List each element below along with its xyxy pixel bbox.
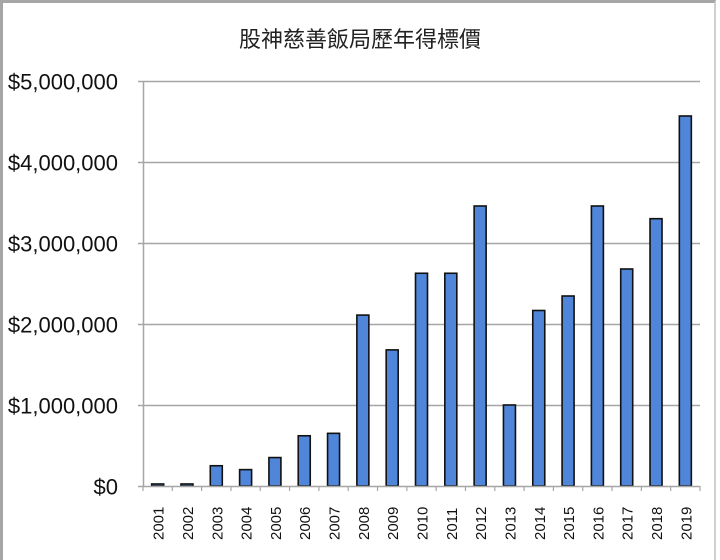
bar-2016 bbox=[590, 205, 605, 487]
bar-2002 bbox=[180, 483, 194, 487]
x-tick-label: 2004 bbox=[239, 507, 256, 540]
bar-2003 bbox=[209, 464, 224, 487]
x-tick-label: 2005 bbox=[268, 507, 285, 540]
x-tick-label: 2001 bbox=[151, 507, 168, 540]
bar-2009 bbox=[385, 349, 399, 487]
y-tick-label: $0 bbox=[94, 475, 118, 500]
bar-chart: $0 $1,000,000 $2,000,000 $3,000,000 $4,000,0… bbox=[8, 70, 701, 540]
bar-2008 bbox=[356, 314, 370, 487]
x-tick-label: 2013 bbox=[502, 507, 519, 540]
x-tick-label: 2016 bbox=[590, 507, 607, 540]
bar-2018 bbox=[649, 217, 663, 487]
x-tick-label: 2009 bbox=[385, 507, 402, 540]
x-tick-label: 2015 bbox=[561, 507, 578, 540]
y-tick-label: $2,000,000 bbox=[8, 313, 118, 338]
chart-title: 股神慈善飯局歷年得標價 bbox=[238, 28, 481, 53]
x-tick-label: 2002 bbox=[180, 507, 197, 540]
x-tick-label: 2011 bbox=[444, 508, 461, 540]
y-tick-label: $5,000,000 bbox=[8, 70, 118, 95]
y-tick-label: $1,000,000 bbox=[8, 394, 118, 419]
x-tick-label: 2003 bbox=[209, 507, 226, 540]
x-tick-label: 2019 bbox=[678, 507, 695, 540]
y-tick-label: $4,000,000 bbox=[8, 151, 118, 176]
x-tick-label: 2007 bbox=[327, 507, 344, 540]
x-tick-label: 2017 bbox=[620, 507, 637, 540]
x-tick-label: 2014 bbox=[532, 507, 549, 540]
bar-2017 bbox=[619, 268, 634, 487]
bar-2011 bbox=[444, 272, 458, 487]
bar-2007 bbox=[326, 432, 341, 487]
bar-2015 bbox=[561, 295, 575, 487]
x-tick-label: 2010 bbox=[415, 507, 432, 540]
x-tick-label: 2012 bbox=[473, 507, 490, 540]
bar-2013 bbox=[502, 404, 517, 487]
x-tick-label: 2006 bbox=[297, 507, 314, 540]
x-tick-label: 2008 bbox=[356, 507, 373, 540]
bar-2005 bbox=[268, 456, 282, 487]
y-tick-label: $3,000,000 bbox=[8, 232, 118, 257]
bar-2001 bbox=[150, 483, 165, 487]
x-tick-label: 2018 bbox=[649, 507, 666, 540]
bar-2019 bbox=[678, 115, 693, 487]
bar-2004 bbox=[238, 468, 253, 487]
bar-2014 bbox=[531, 309, 546, 487]
bar-2012 bbox=[473, 205, 487, 487]
bar-2006 bbox=[297, 434, 312, 487]
bar-2010 bbox=[414, 272, 429, 487]
